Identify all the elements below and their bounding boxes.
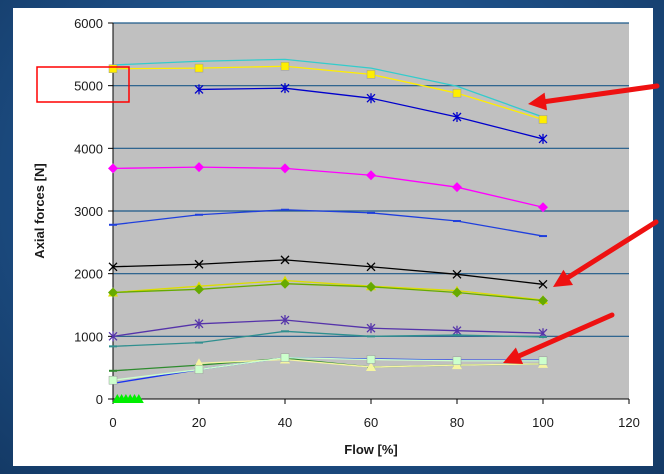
data-point [108, 375, 118, 385]
series-10 [109, 330, 547, 348]
series-3 [194, 83, 548, 144]
y-tick-label: 4000 [74, 141, 103, 156]
series-line [112, 319, 544, 337]
series-line [112, 166, 544, 208]
data-point [194, 358, 204, 368]
data-point [366, 355, 376, 364]
series-9 [108, 315, 548, 342]
y-tick-label: 0 [96, 392, 103, 407]
arrow-head [503, 347, 524, 364]
data-point [194, 259, 204, 269]
series-15 [112, 394, 144, 403]
x-tick-label: 40 [278, 415, 292, 430]
series-4 [108, 162, 548, 213]
x-tick-label: 80 [450, 415, 464, 430]
data-point [280, 278, 290, 289]
y-axis-label: Axial forces [N] [32, 163, 47, 258]
data-point [366, 362, 376, 372]
series-line [112, 283, 544, 302]
data-point [538, 279, 548, 289]
y-tick-label: 2000 [74, 267, 103, 282]
data-point [452, 88, 462, 98]
series-1 [112, 58, 544, 118]
data-point [366, 323, 376, 334]
arrow-shaft [565, 219, 659, 280]
data-point [452, 356, 462, 366]
series-line [112, 259, 544, 285]
data-point [194, 318, 204, 329]
data-point [538, 295, 548, 306]
x-tick-label: 20 [192, 415, 206, 430]
x-tick-label: 100 [532, 415, 554, 430]
data-point [538, 133, 548, 144]
data-point [133, 394, 144, 403]
data-point [108, 64, 118, 73]
arrow-middle [553, 219, 659, 287]
series-8 [108, 278, 548, 306]
data-point [194, 365, 204, 374]
data-point [194, 63, 204, 73]
data-point [108, 163, 118, 174]
data-point [280, 83, 290, 94]
data-point [194, 284, 204, 295]
data-point [108, 331, 118, 342]
arrow-lower [503, 312, 615, 364]
series-group [108, 58, 548, 403]
data-point [366, 70, 376, 79]
x-tick-label: 0 [109, 415, 116, 430]
data-point [452, 112, 462, 122]
y-tick-label: 6000 [74, 16, 103, 31]
x-tick-label: 120 [618, 415, 640, 430]
data-point [452, 287, 462, 298]
data-point [452, 269, 462, 279]
data-point [280, 315, 290, 326]
arrow-shaft [543, 83, 660, 105]
data-point [452, 325, 462, 336]
arrow-upper [528, 83, 660, 111]
series-line [112, 356, 543, 381]
x-axis-label: Flow [%] [344, 442, 397, 457]
data-point [280, 255, 290, 265]
data-point [366, 93, 376, 104]
arrow-head [553, 269, 574, 287]
series-5 [109, 208, 547, 238]
series-line [112, 209, 544, 237]
series-line [112, 65, 544, 121]
series-line [112, 330, 544, 348]
arrow-shaft [516, 312, 615, 359]
data-point [538, 356, 548, 366]
data-point [108, 262, 118, 272]
data-point [452, 182, 462, 193]
series-line [112, 58, 544, 118]
highlight-box [36, 66, 130, 103]
data-point [280, 163, 290, 174]
y-tick-label: 5000 [74, 79, 103, 94]
arrow-head [528, 92, 548, 111]
data-point [366, 262, 376, 272]
x-tick-label: 60 [364, 415, 378, 430]
data-point [108, 287, 118, 298]
data-point [280, 353, 290, 362]
data-point [538, 202, 548, 213]
series-14 [108, 353, 548, 385]
y-tick-label: 3000 [74, 204, 103, 219]
series-2 [108, 61, 548, 124]
data-point [280, 61, 290, 71]
y-tick-label: 1000 [74, 329, 103, 344]
series-line [112, 279, 544, 301]
series-6 [108, 255, 548, 289]
annotations [36, 66, 660, 364]
data-point [366, 281, 376, 292]
data-point [194, 162, 204, 173]
data-point [194, 84, 204, 95]
data-point [366, 170, 376, 181]
data-point [538, 115, 548, 124]
